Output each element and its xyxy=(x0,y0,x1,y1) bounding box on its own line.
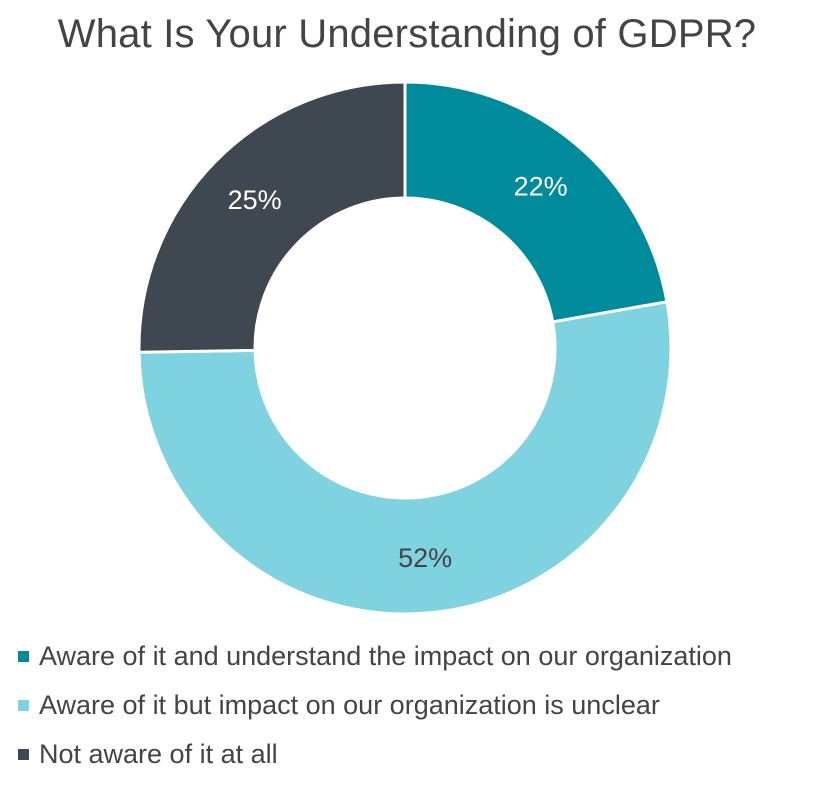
data-label-1: 52% xyxy=(398,543,452,573)
donut-chart: 22% 52% 25% xyxy=(137,80,673,616)
legend-item: Aware of it but impact on our organizati… xyxy=(18,681,732,730)
donut-slice-2 xyxy=(137,80,407,354)
data-label-2: 25% xyxy=(228,185,282,215)
legend-swatch-0 xyxy=(18,651,29,662)
legend-label: Not aware of it at all xyxy=(39,739,278,769)
donut-slice-0 xyxy=(403,80,669,324)
data-label-0: 22% xyxy=(514,171,568,201)
legend: Aware of it and understand the impact on… xyxy=(18,632,732,779)
chart-title: What Is Your Understanding of GDPR? xyxy=(57,12,757,56)
legend-swatch-2 xyxy=(18,749,29,760)
legend-label: Aware of it but impact on our organizati… xyxy=(39,690,660,720)
legend-item: Aware of it and understand the impact on… xyxy=(18,632,732,681)
legend-swatch-1 xyxy=(18,700,29,711)
donut-slice-1 xyxy=(137,300,673,616)
legend-label: Aware of it and understand the impact on… xyxy=(39,641,732,671)
legend-item: Not aware of it at all xyxy=(18,730,732,779)
